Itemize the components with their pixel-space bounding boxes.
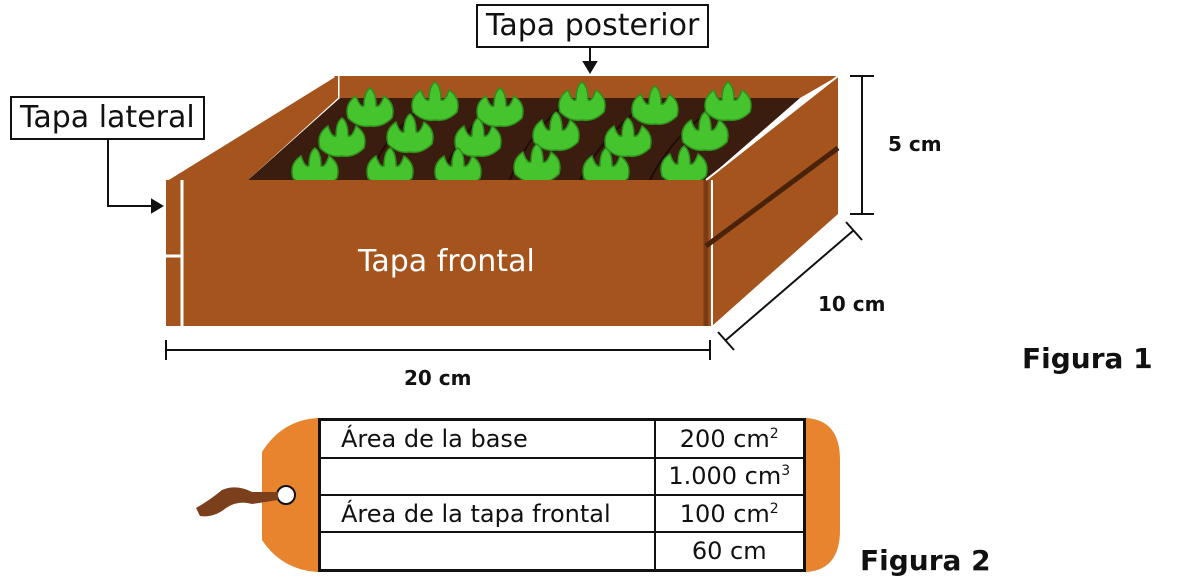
figure1-caption: Figura 1 xyxy=(1022,342,1153,375)
row-value: 200 cm2 xyxy=(653,418,806,459)
label-arrows xyxy=(107,46,598,214)
height-dimension: 5 cm xyxy=(888,132,942,156)
table-row: Área de la base 200 cm2 xyxy=(318,418,806,459)
tag-string xyxy=(196,487,278,517)
table-row: 1.000 cm3 xyxy=(318,456,806,496)
row-label xyxy=(318,531,656,572)
row-value: 1.000 cm3 xyxy=(653,456,806,496)
row-label xyxy=(318,456,656,496)
tag-right-cap xyxy=(806,418,840,572)
table-row: 60 cm xyxy=(318,531,806,572)
table-row: Área de la tapa frontal 100 cm2 xyxy=(318,493,806,534)
side-cover-label: Tapa lateral xyxy=(10,96,205,140)
figure2-caption: Figura 2 xyxy=(860,544,991,577)
depth-dimension: 10 cm xyxy=(818,292,886,316)
side-cover-edge xyxy=(166,180,182,326)
row-value: 60 cm xyxy=(653,531,806,572)
front-cover-label: Tapa frontal xyxy=(358,244,535,279)
row-label: Área de la base xyxy=(318,418,656,459)
right-side-panel xyxy=(706,76,838,326)
tag-hole xyxy=(276,485,296,505)
back-cover-label: Tapa posterior xyxy=(476,4,710,48)
length-dimension: 20 cm xyxy=(404,366,472,390)
tag-table: Área de la base 200 cm2 1.000 cm3 Área d… xyxy=(318,418,806,572)
dimension-lines xyxy=(165,75,874,360)
row-value: 100 cm2 xyxy=(653,493,806,534)
front-cover-panel xyxy=(182,180,706,326)
row-label: Área de la tapa frontal xyxy=(318,493,656,534)
lettuce-plants xyxy=(291,81,752,188)
